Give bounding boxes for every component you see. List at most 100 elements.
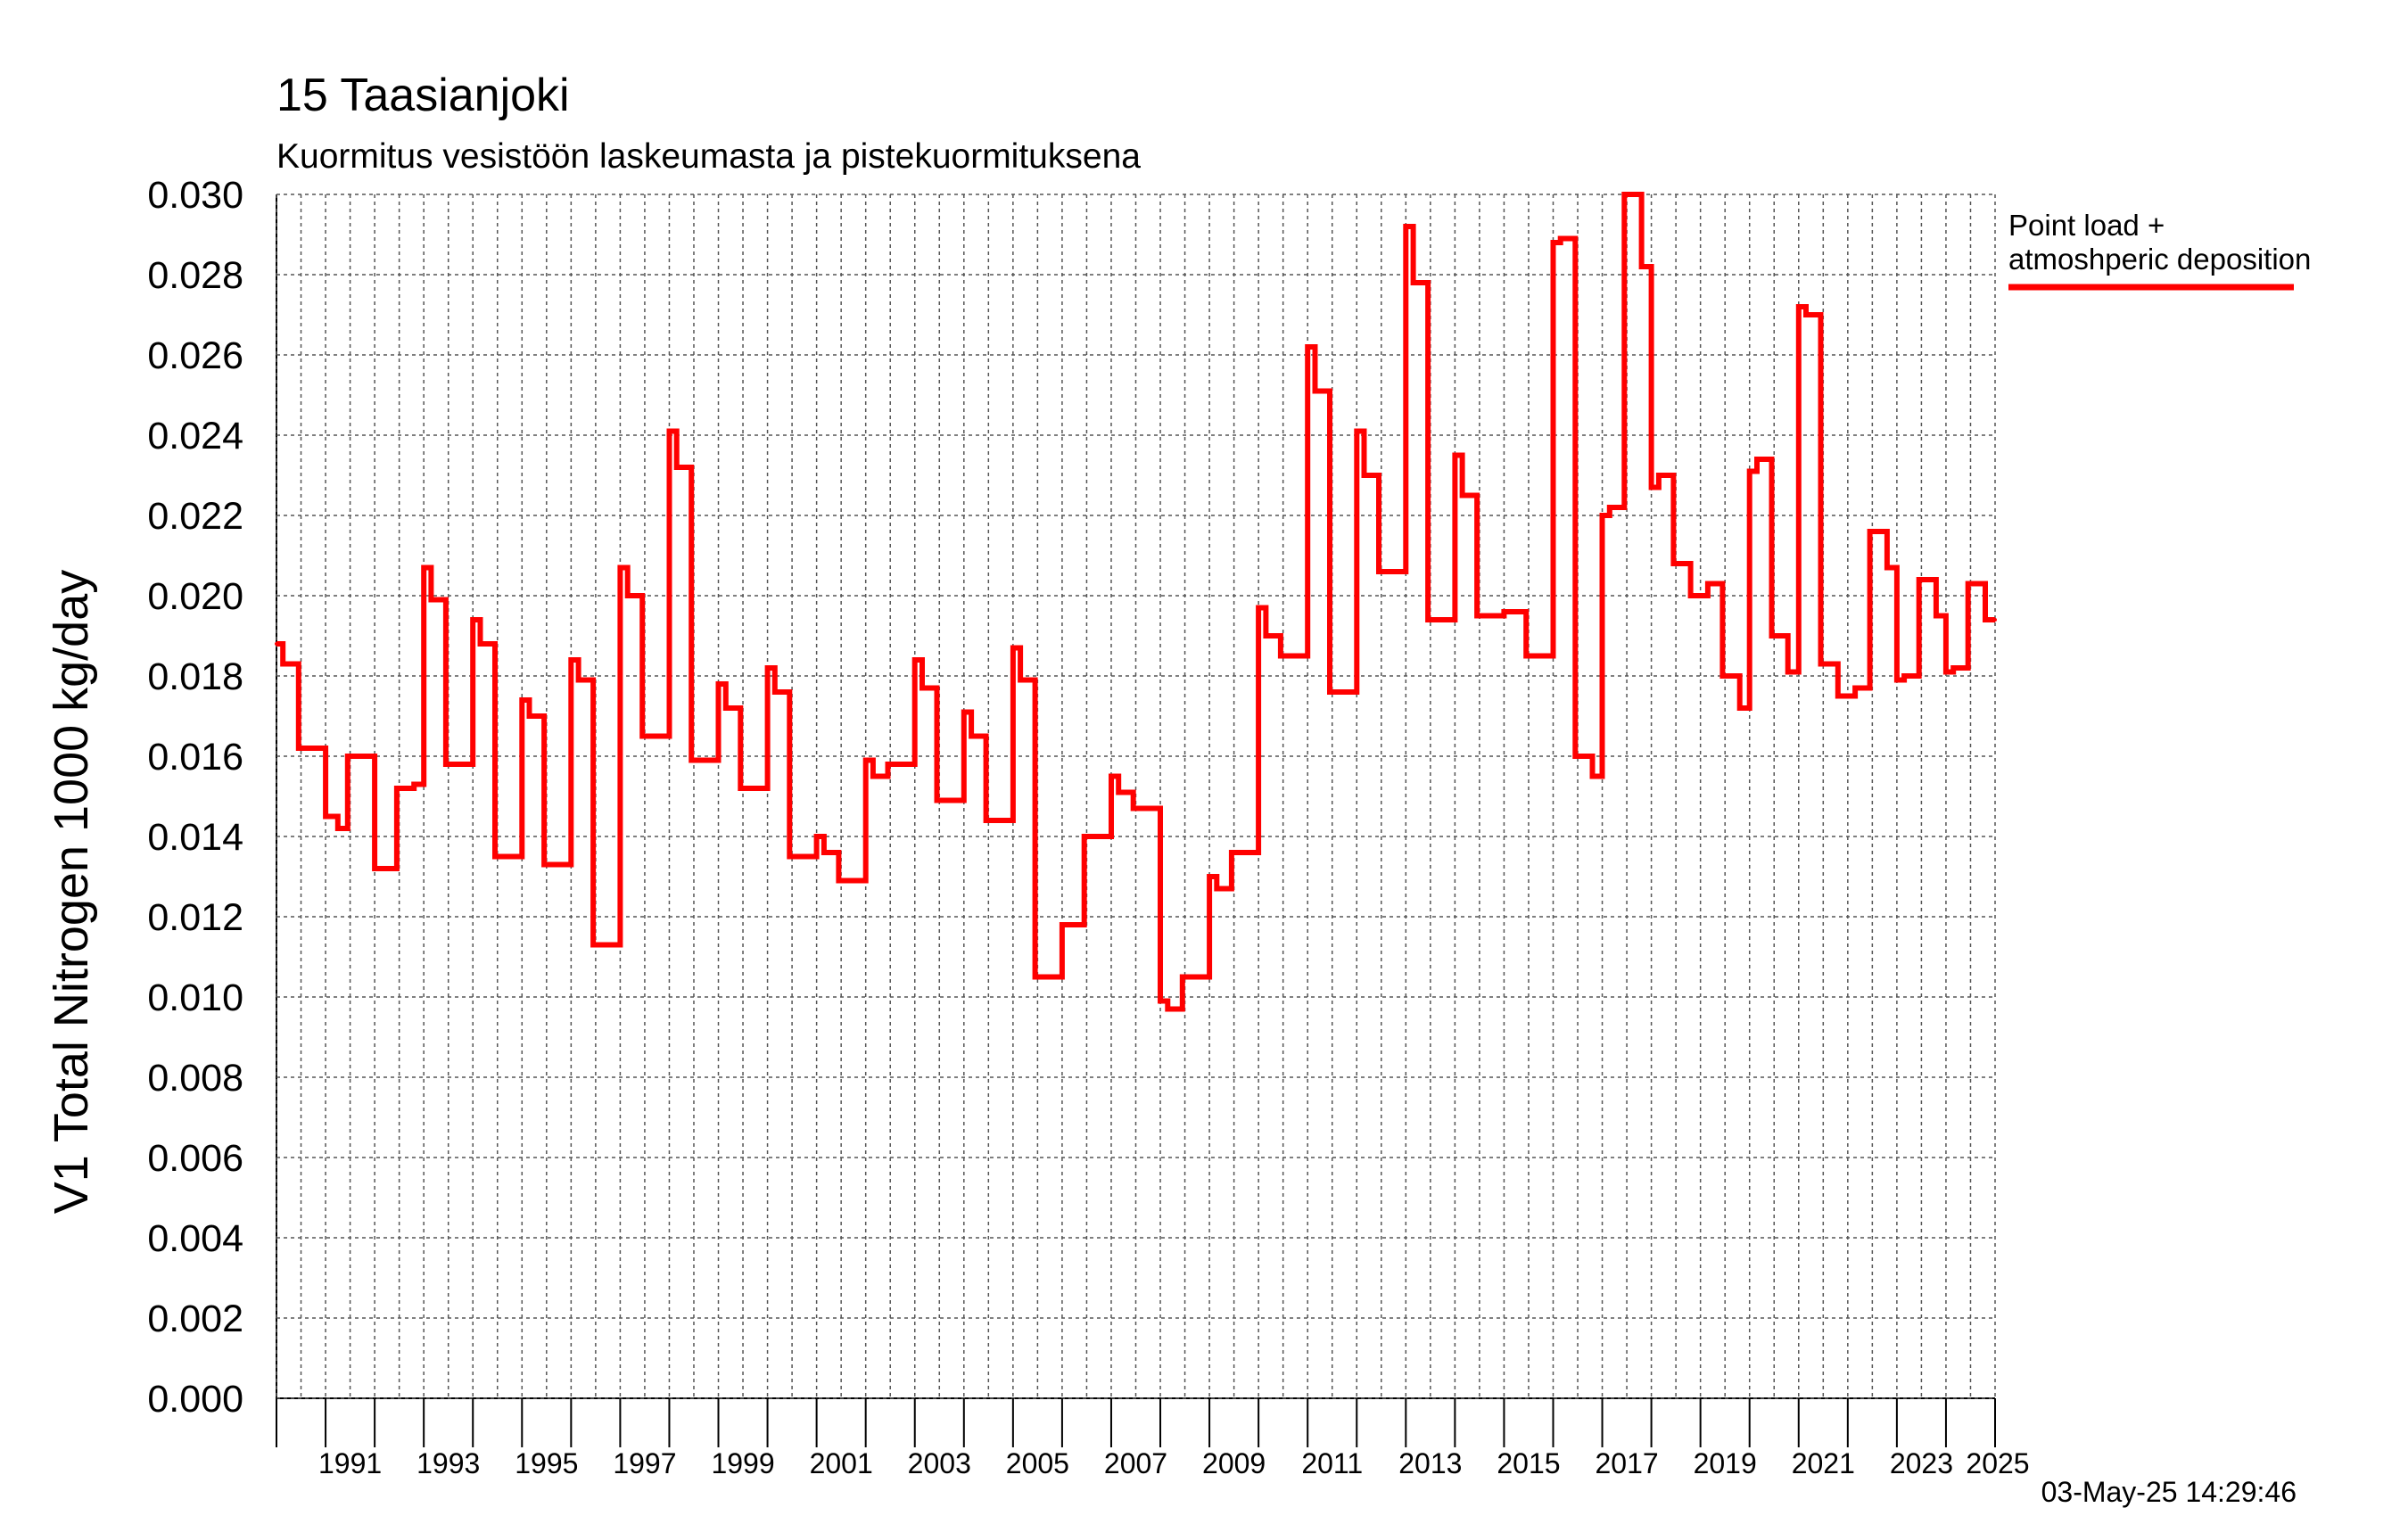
data-point <box>723 706 728 710</box>
data-point <box>1698 594 1703 597</box>
data-point <box>903 762 907 766</box>
y-tick-label: 0.016 <box>147 736 243 779</box>
data-point <box>1426 618 1431 622</box>
data-point <box>373 867 377 870</box>
data-point <box>1868 530 1872 533</box>
data-point <box>1934 614 1938 618</box>
data-point <box>1082 835 1086 838</box>
data-point <box>625 594 630 597</box>
data-point <box>772 690 777 694</box>
data-point <box>569 658 573 662</box>
y-tick-label: 0.018 <box>147 655 243 698</box>
data-point <box>1818 662 1823 666</box>
data-point <box>1804 313 1809 317</box>
data-point <box>1845 694 1850 698</box>
y-tick-label: 0.020 <box>147 575 243 618</box>
data-point <box>289 662 293 666</box>
x-tick-label: 2003 <box>908 1447 971 1479</box>
data-point <box>1894 678 1899 682</box>
data-point <box>1573 754 1578 758</box>
data-point <box>429 597 433 602</box>
data-point <box>1902 674 1907 678</box>
data-point <box>1327 690 1332 694</box>
data-point <box>984 819 988 822</box>
data-point <box>1278 654 1282 658</box>
x-tick-label: 2021 <box>1792 1447 1855 1479</box>
data-point <box>335 827 340 830</box>
x-axis: 1991 1993 1995 1997 1999 2001 2003 2005 2007 2009… <box>276 1398 2030 1479</box>
y-tick-label: 0.006 <box>147 1137 243 1180</box>
data-point <box>1607 506 1612 509</box>
data-point <box>1068 923 1072 927</box>
data-point <box>1131 806 1135 811</box>
x-tick-label: 2025 <box>1966 1447 2029 1479</box>
data-point <box>608 943 613 947</box>
data-point <box>558 862 563 867</box>
data-point <box>1475 614 1480 618</box>
data-point <box>854 878 858 883</box>
data-point <box>1050 975 1054 979</box>
y-tick-label: 0.024 <box>147 415 243 457</box>
data-point <box>1264 634 1268 638</box>
data-point <box>1018 678 1023 682</box>
x-tick-label: 2013 <box>1398 1447 1462 1479</box>
y-tick-label: 0.012 <box>147 896 243 939</box>
data-point <box>527 714 532 718</box>
data-point <box>1117 790 1121 795</box>
data-point <box>1769 634 1774 638</box>
data-point <box>591 943 596 947</box>
data-point <box>1993 618 1997 622</box>
data-point <box>1622 193 1627 196</box>
data-point <box>412 782 416 787</box>
x-tick-label: 1991 <box>318 1447 382 1479</box>
y-tick-label: 0.002 <box>147 1298 243 1340</box>
legend-label: Point load + <box>2008 209 2165 242</box>
data-point <box>1453 453 1457 457</box>
data-point <box>1306 345 1310 349</box>
data-point <box>324 814 328 819</box>
data-point <box>315 746 319 750</box>
data-point <box>1943 670 1948 674</box>
data-point <box>706 758 711 762</box>
data-point <box>1639 265 1644 268</box>
y-axis: 0.000 0.002 0.004 0.006 0.008 0.010 0.012 0.014… <box>147 174 243 1421</box>
data-point <box>1671 562 1676 565</box>
data-point <box>1502 610 1506 614</box>
data-point <box>1208 875 1212 878</box>
data-point <box>1313 389 1317 393</box>
data-point <box>716 682 721 686</box>
data-point <box>1198 975 1202 979</box>
data-point <box>863 758 868 762</box>
series-line <box>276 192 1995 1012</box>
data-point <box>656 734 661 738</box>
y-tick-label: 0.028 <box>147 254 243 297</box>
data-point <box>520 698 524 702</box>
data-point <box>1355 429 1359 433</box>
data-point <box>1345 690 1349 694</box>
data-point <box>1785 670 1790 674</box>
data-point <box>1109 774 1113 779</box>
data-point <box>738 787 743 790</box>
data-point <box>576 678 581 682</box>
data-point <box>1884 565 1889 570</box>
data-point <box>1600 514 1604 517</box>
data-point <box>1747 469 1752 474</box>
data-point <box>1705 581 1710 586</box>
x-tick-label: 2023 <box>1890 1447 1953 1479</box>
data-point <box>471 618 475 622</box>
data-point <box>296 746 301 750</box>
y-tick-label: 0.022 <box>147 495 243 538</box>
data-point <box>788 854 792 859</box>
data-point <box>542 862 547 867</box>
data-point <box>460 762 465 766</box>
data-point <box>1656 474 1661 477</box>
data-point <box>837 878 841 883</box>
x-tick-label: 2009 <box>1202 1447 1266 1479</box>
data-point <box>1229 851 1233 854</box>
data-point <box>1000 819 1004 822</box>
x-tick-label: 1993 <box>416 1447 480 1479</box>
data-point <box>1509 610 1513 614</box>
data-point <box>1215 886 1219 891</box>
data-point <box>1551 241 1555 244</box>
legend: Point load +atmoshperic deposition <box>2008 209 2311 291</box>
